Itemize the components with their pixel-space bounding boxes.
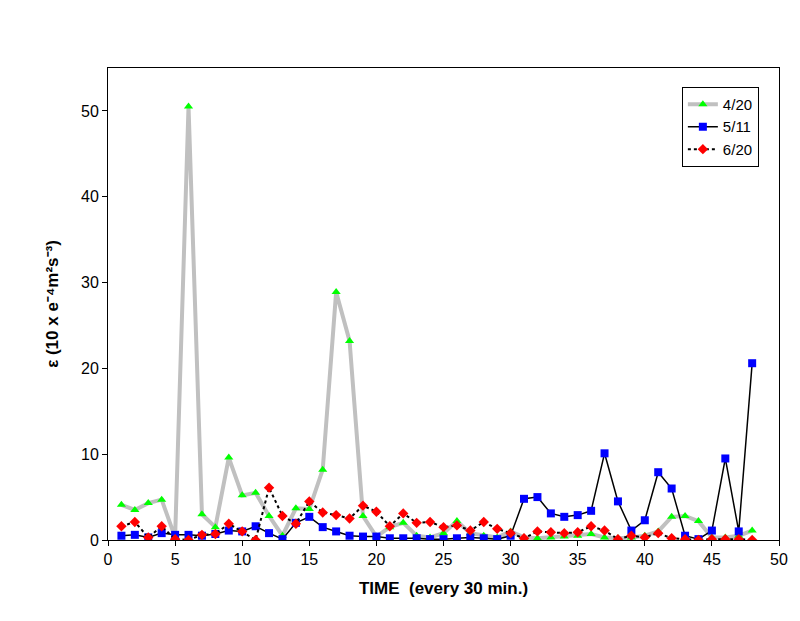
svg-text:5/11: 5/11	[723, 118, 751, 135]
svg-text:15: 15	[300, 551, 318, 568]
svg-text:10: 10	[233, 551, 251, 568]
svg-text:TIME (every 30 min.): TIME (every 30 min.)	[359, 579, 528, 598]
svg-text:35: 35	[569, 551, 587, 568]
svg-text:40: 40	[636, 551, 654, 568]
svg-text:0: 0	[90, 532, 99, 549]
svg-text:4/20: 4/20	[723, 96, 752, 113]
svg-text:ε (10 x e⁻⁴m²s⁻³): ε (10 x e⁻⁴m²s⁻³)	[43, 240, 62, 368]
svg-text:0: 0	[104, 551, 113, 568]
svg-text:5: 5	[171, 551, 180, 568]
svg-text:25: 25	[435, 551, 453, 568]
svg-text:50: 50	[81, 103, 99, 120]
svg-text:20: 20	[368, 551, 386, 568]
svg-text:10: 10	[81, 446, 99, 463]
svg-text:6/20: 6/20	[723, 141, 752, 158]
svg-text:30: 30	[81, 274, 99, 291]
svg-text:20: 20	[81, 360, 99, 377]
svg-text:40: 40	[81, 188, 99, 205]
svg-text:30: 30	[502, 551, 520, 568]
svg-text:45: 45	[703, 551, 721, 568]
svg-text:50: 50	[770, 551, 788, 568]
